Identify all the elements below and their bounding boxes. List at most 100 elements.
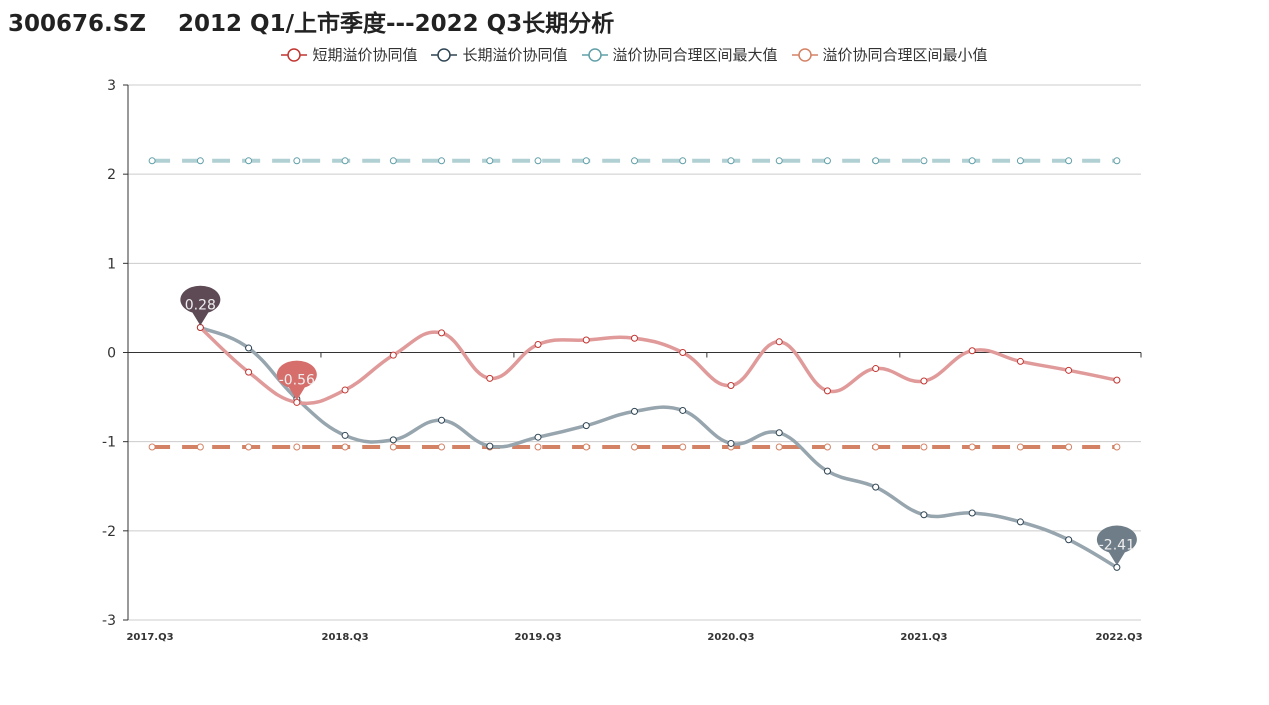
mark-point-pin [180,285,221,326]
data-point [631,334,638,342]
data-point [486,374,494,382]
data-point [438,416,446,424]
data-point [293,157,301,165]
data-point [679,443,687,451]
data-point [1113,157,1121,165]
data-point [534,433,542,441]
data-point [631,407,638,415]
data-point [389,436,397,444]
y-tick-label: 3 [107,78,116,94]
data-point [968,443,976,451]
mark-point-label: 0.28 [185,298,216,314]
data-point [245,368,253,376]
data-point [920,377,928,385]
legend-marker-icon [431,47,458,62]
data-point [823,443,831,451]
y-tick-label: -3 [102,613,116,629]
x-tick-label: 2020.Q3 [707,632,754,643]
data-point [727,381,735,389]
data-point [775,443,783,451]
data-point [968,509,976,517]
data-point [389,157,397,165]
legend-item[interactable]: 短期溢价协同值 [281,44,417,65]
data-point [631,443,638,451]
data-point [775,338,783,346]
data-point [1016,443,1024,451]
data-point [1016,357,1024,365]
data-point [775,429,783,437]
mark-point-pin [276,360,317,401]
x-tick-label: 2022.Q3 [1095,632,1142,643]
data-point [1016,518,1024,526]
data-point [438,329,446,337]
data-point [1065,443,1073,451]
data-point [582,336,590,344]
legend-label: 长期溢价协同值 [462,46,568,64]
data-point [968,347,976,355]
data-point [486,157,494,165]
data-point [920,157,928,165]
legend-item[interactable]: 溢价协同合理区间最小值 [791,44,988,65]
data-point [872,483,880,491]
data-point [148,443,156,451]
data-point [582,422,590,430]
y-tick-label: 2 [107,167,116,183]
data-point [582,157,590,165]
mark-point-label: -2.41 [1099,537,1135,553]
data-point [872,365,880,373]
mark-point-pin [1096,525,1137,566]
data-point [727,439,735,447]
legend-marker-icon [281,47,308,62]
legend-label: 短期溢价协同值 [312,46,418,64]
data-point [823,157,831,165]
data-point [341,431,349,439]
data-point [341,443,349,451]
data-point [534,340,542,348]
data-point [920,511,928,519]
data-point [1065,366,1073,374]
data-point [775,157,783,165]
data-point [920,443,928,451]
chart-title: 300676.SZ 2012 Q1/上市季度---2022 Q3长期分析 [8,11,615,37]
y-tick-label: 0 [107,346,116,362]
data-point [679,349,687,356]
legend-marker-icon [791,47,818,62]
legend-label: 溢价协同合理区间最小值 [822,46,988,64]
x-tick-label: 2019.Q3 [514,632,561,643]
data-point [486,442,494,450]
y-tick-label: 1 [107,256,116,272]
data-point [679,406,687,414]
data-point [438,157,446,165]
data-point [389,443,397,451]
data-point [968,157,976,165]
data-point [438,443,446,451]
data-point [1113,376,1121,384]
data-point [1016,157,1024,165]
mark-point-label: -0.56 [279,372,315,388]
data-point [679,157,687,165]
data-point [823,387,831,395]
legend-label: 溢价协同合理区间最大值 [612,46,778,64]
legend-item[interactable]: 溢价协同合理区间最大值 [581,44,778,65]
x-tick-label: 2018.Q3 [322,632,369,643]
data-point [196,157,204,165]
data-point [872,157,880,165]
data-point [341,386,349,394]
data-point [245,344,253,352]
data-point [727,157,735,165]
data-point [823,467,831,475]
series-line-0 [199,326,1118,406]
data-point [293,443,301,451]
data-point [1113,443,1121,451]
data-point [582,443,590,451]
data-point [1065,536,1073,544]
y-tick-label: -2 [102,524,116,540]
legend-item[interactable]: 长期溢价协同值 [431,44,568,65]
legend: 短期溢价协同值 长期溢价协同值 溢价协同合理区间最大值 溢价协同合理区间最小值 [0,44,1269,65]
data-point [872,443,880,451]
data-point [389,351,397,359]
data-point [148,157,156,165]
x-tick-label: 2021.Q3 [900,632,947,643]
data-point [245,157,253,165]
